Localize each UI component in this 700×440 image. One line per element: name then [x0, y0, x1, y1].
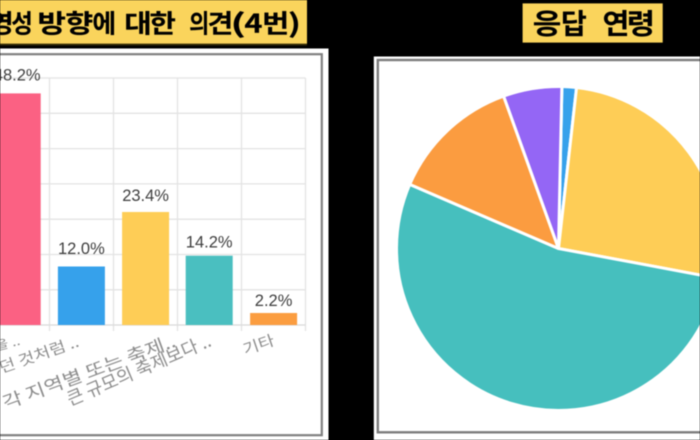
- svg-text:48.2%: 48.2%: [0, 67, 41, 85]
- svg-text:12.0%: 12.0%: [58, 240, 105, 258]
- svg-text:2.2%: 2.2%: [255, 292, 293, 310]
- svg-text:23.4%: 23.4%: [122, 187, 169, 205]
- svg-text:14.2%: 14.2%: [186, 234, 233, 252]
